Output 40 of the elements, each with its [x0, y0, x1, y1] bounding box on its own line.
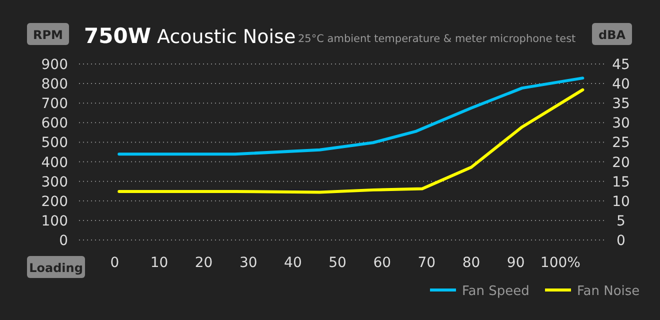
line-series — [118, 88, 584, 194]
x-tick-label: 60 — [373, 255, 392, 271]
y2-tick-label: 30 — [612, 116, 630, 132]
y2-tick-label: 5 — [616, 213, 626, 230]
x-tick-label: 30 — [239, 255, 258, 271]
x-tick-label: 10 — [150, 255, 168, 271]
y-tick-label: 200 — [41, 194, 68, 210]
x-tick-label: 40 — [284, 255, 302, 271]
chart-title: 750W Acoustic Noise — [84, 24, 296, 48]
y2-tick-label: 25 — [612, 135, 630, 152]
y-tick-label: 500 — [41, 135, 68, 152]
x-axis-title: Loading — [29, 261, 83, 275]
legend-label: Fan Noise — [577, 284, 640, 299]
chart-subtitle: 25°C ambient temperature & meter microphone test — [298, 33, 576, 45]
y2-tick-label: 45 — [612, 57, 630, 73]
x-tick-label: 80 — [462, 255, 480, 271]
legend-label: Fan Speed — [462, 284, 530, 299]
x-tick-label: 0 — [110, 255, 120, 271]
y-tick-label: 800 — [41, 76, 68, 93]
y2-tick-label: 35 — [612, 96, 630, 112]
y-tick-label: 0 — [59, 233, 68, 249]
x-tick-label: 70 — [418, 255, 436, 271]
y2-tick-label: 10 — [612, 194, 630, 210]
y-tick-label: 900 — [41, 57, 68, 73]
y-tick-label: 300 — [41, 174, 68, 190]
x-tick-label: 90 — [506, 255, 525, 271]
x-tick-label: 20 — [194, 255, 213, 271]
y-tick-label: 100 — [41, 213, 68, 230]
y-tick-label: 600 — [41, 116, 68, 132]
y2-tick-label: 20 — [612, 154, 630, 171]
x-tick-label: 100% — [540, 255, 580, 271]
line-series — [118, 76, 584, 156]
y-tick-label: 400 — [41, 154, 68, 171]
y-tick-label: 700 — [41, 96, 68, 112]
y2-axis-title: dBA — [598, 28, 626, 42]
x-tick-label: 50 — [328, 255, 346, 271]
y2-tick-label: 40 — [612, 76, 630, 93]
y2-tick-label: 0 — [616, 233, 626, 249]
y-axis-title: RPM — [33, 28, 63, 42]
y2-tick-label: 15 — [612, 174, 630, 190]
